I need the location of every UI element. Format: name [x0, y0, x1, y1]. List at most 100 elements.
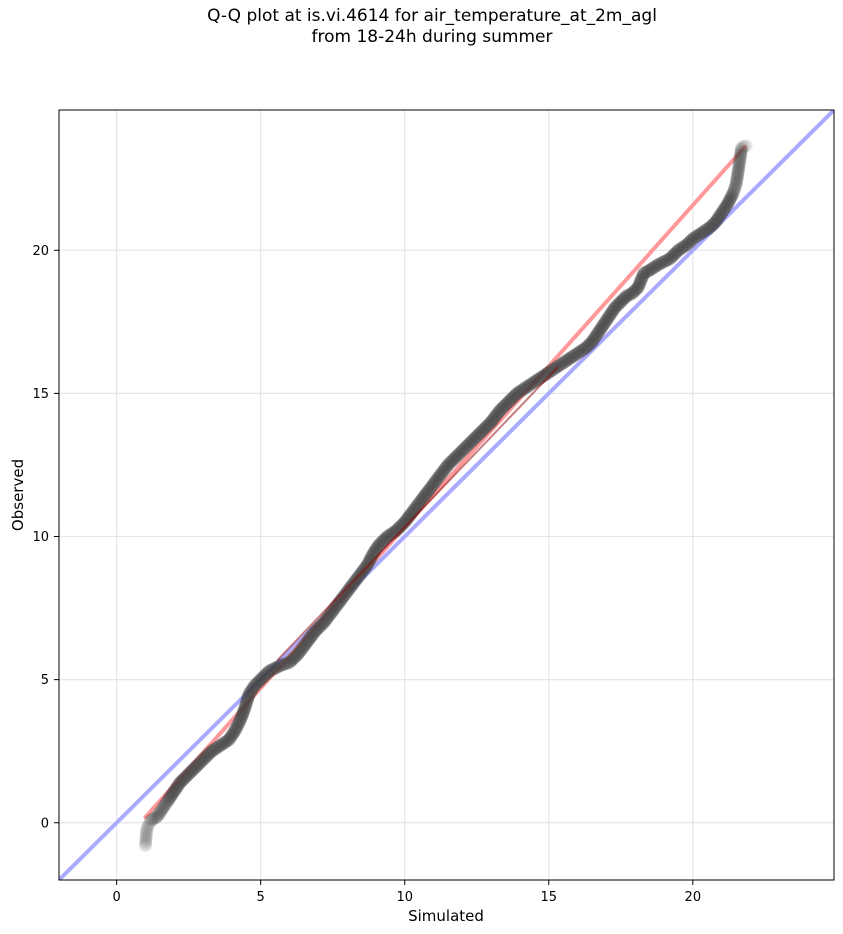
qq-point	[421, 484, 435, 498]
qq-point	[497, 399, 511, 413]
qq-point	[322, 609, 336, 623]
qq-point	[731, 167, 745, 181]
qq-point	[252, 674, 266, 688]
qq-point	[375, 535, 389, 549]
qq-point	[301, 634, 315, 648]
qq-point	[249, 677, 263, 691]
qq-point	[434, 468, 448, 482]
qq-point	[398, 515, 412, 529]
qq-point	[611, 298, 625, 312]
qq-point	[228, 724, 242, 738]
qq-point	[438, 461, 452, 475]
qq-point	[612, 296, 626, 310]
qq-point	[720, 197, 734, 211]
qq-point	[233, 715, 247, 729]
qq-point	[308, 624, 322, 638]
qq-point	[631, 280, 645, 294]
qq-point	[488, 410, 502, 424]
qq-point	[605, 306, 619, 320]
qq-point	[587, 331, 601, 345]
qq-point	[588, 330, 602, 344]
qq-point	[726, 186, 740, 200]
qq-point	[426, 478, 440, 492]
qq-point	[586, 333, 600, 347]
qq-point	[636, 268, 650, 282]
qq-point	[476, 424, 490, 438]
qq-point	[592, 325, 606, 339]
qq-point	[730, 171, 744, 185]
qq-point	[492, 405, 506, 419]
qq-point	[650, 259, 664, 273]
qq-point	[243, 685, 257, 699]
qq-point	[730, 173, 744, 187]
qq-point	[465, 434, 479, 448]
qq-point	[557, 355, 571, 369]
qq-point	[483, 416, 497, 430]
qq-point	[373, 537, 387, 551]
qq-point	[467, 432, 481, 446]
fit-line-core	[276, 366, 559, 661]
qq-point	[424, 481, 438, 495]
qq-point	[338, 588, 352, 602]
qq-point	[515, 383, 529, 397]
qq-point	[295, 642, 309, 656]
qq-point	[723, 192, 737, 206]
qq-point	[215, 737, 229, 751]
qq-point	[344, 579, 358, 593]
qq-point	[625, 286, 639, 300]
qq-point	[732, 158, 746, 172]
qq-point	[203, 746, 217, 760]
qq-point	[429, 474, 443, 488]
qq-point	[597, 318, 611, 332]
chart-subtitle: from 18-24h during summer	[311, 27, 553, 47]
qq-point	[287, 651, 301, 665]
qq-point	[576, 343, 590, 357]
qq-point	[585, 335, 599, 349]
y-tick-label: 15	[32, 387, 49, 402]
qq-point	[306, 627, 320, 641]
qq-point	[202, 747, 216, 761]
qq-point	[565, 350, 579, 364]
qq-point	[242, 687, 256, 701]
qq-point	[244, 684, 258, 698]
qq-point	[641, 264, 655, 278]
qq-point	[663, 252, 677, 266]
qq-point	[666, 249, 680, 263]
qq-point	[618, 290, 632, 304]
qq-point	[473, 426, 487, 440]
qq-point	[159, 796, 173, 810]
qq-point	[442, 457, 456, 471]
qq-point	[684, 233, 698, 247]
chart-title-block: Q-Q plot at is.vi.4614 for air_temperatu…	[0, 6, 843, 48]
qq-point	[735, 140, 749, 154]
qq-point	[732, 156, 746, 170]
qq-point	[219, 735, 233, 749]
qq-point	[526, 376, 540, 390]
qq-point	[305, 629, 319, 643]
qq-point	[342, 583, 356, 597]
qq-point	[729, 177, 743, 191]
qq-point	[729, 175, 743, 189]
qq-point	[667, 248, 681, 262]
qq-point	[529, 374, 543, 388]
qq-point	[212, 740, 226, 754]
qq-point	[237, 703, 251, 717]
qq-point	[278, 657, 292, 671]
qq-point	[734, 145, 748, 159]
x-tick-label: 15	[541, 890, 558, 905]
qq-point	[372, 538, 386, 552]
qq-point	[644, 262, 658, 276]
plot-frame	[58, 109, 835, 881]
qq-point	[719, 199, 733, 213]
qq-point	[541, 366, 555, 380]
qq-point	[297, 639, 311, 653]
qq-point	[222, 733, 236, 747]
qq-point	[432, 469, 446, 483]
qq-point	[545, 363, 559, 377]
qq-point	[569, 347, 583, 361]
qq-point	[634, 272, 648, 286]
qq-point	[470, 429, 484, 443]
qq-point	[648, 260, 662, 274]
y-axis-label: Observed	[9, 459, 27, 531]
qq-point	[292, 645, 306, 659]
